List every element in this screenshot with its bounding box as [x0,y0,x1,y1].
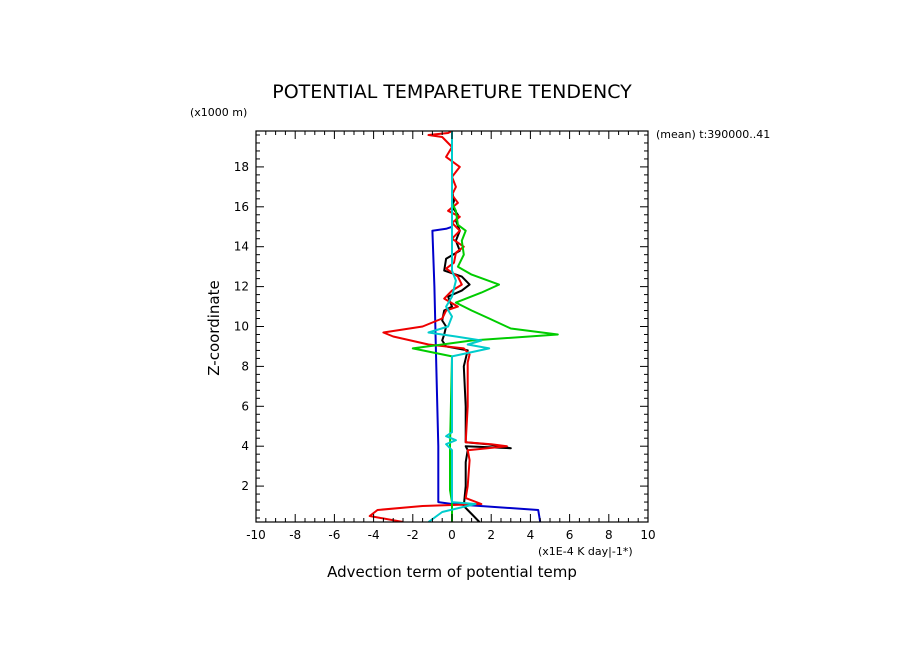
y-unit-label: (x1000 m) [190,106,247,119]
axes-layer: -10 -8 -6 -4 -2 0 2 4 6 8 10 2 4 6 8 10 12 14 16 18 [234,130,656,542]
y-tick-label: 16 [234,200,249,214]
x-tick-label: 8 [605,528,613,542]
y-tick-label: 6 [241,399,249,413]
x-tick-label: -10 [246,528,266,542]
y-tick-label: 4 [241,439,249,453]
x-tick-label: 2 [487,528,495,542]
x-tick-label: 0 [448,528,456,542]
y-tick-label: 18 [234,160,249,174]
series-line-4 [427,131,491,522]
y-tick-label: 12 [234,280,249,294]
x-tick-label: -8 [289,528,301,542]
y-tick-label: 2 [241,479,249,493]
x-tick-label: -4 [368,528,380,542]
y-tick-label: 14 [234,240,249,254]
y-tick-label: 10 [234,320,249,334]
x-tick-label: 4 [527,528,535,542]
x-tick-label: -2 [407,528,419,542]
y-axis-label: Z-coordinate [205,280,223,375]
y-tick-label: 8 [241,359,249,373]
x-axis-label: Advection term of potential temp [327,563,577,581]
series-line-2 [368,131,508,522]
x-tick-label: 6 [566,528,574,542]
mean-annotation: (mean) t:390000..41 [656,128,770,141]
series-line-0 [431,225,542,522]
x-unit-label: (x1E-4 K day|-1*) [538,545,633,558]
x-tick-label: 10 [640,528,655,542]
series-layer [368,131,559,522]
x-tick-label: -6 [328,528,340,542]
chart-title: POTENTIAL TEMPARETURE TENDENCY [272,81,632,103]
